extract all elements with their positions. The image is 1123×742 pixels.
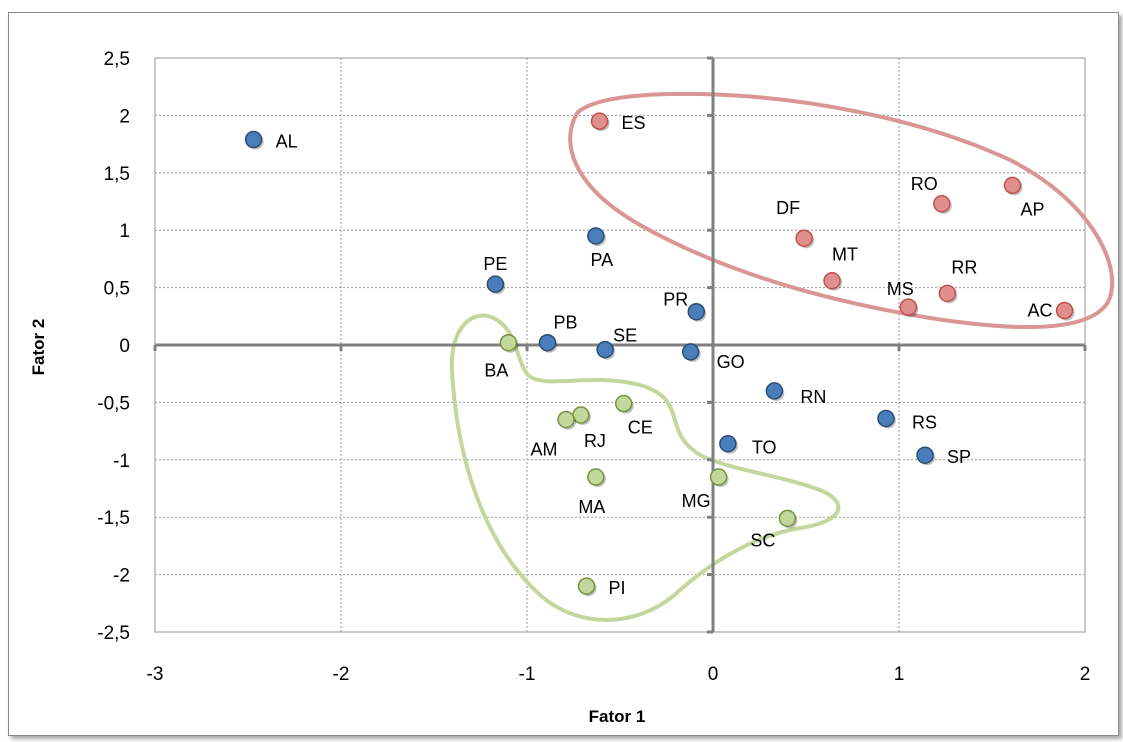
x-tick-label: 2 [1080,664,1091,685]
point-label-se: SE [613,326,637,346]
y-tick-label: 2 [119,106,130,127]
x-axis-title: Fator 1 [589,707,646,726]
point-label-rs: RS [912,412,937,432]
y-tick-label: -1 [113,451,130,472]
point-label-pb: PB [553,313,577,333]
red-cluster-outline [568,91,1115,330]
point-sc [778,509,797,528]
point-label-mt: MT [832,245,858,265]
x-tick-label: -3 [147,664,164,685]
point-ce [614,394,633,413]
y-tick-label: -2,5 [97,623,130,644]
point-rs [877,409,895,428]
point-go [681,343,700,361]
point-label-ma: MA [578,497,605,517]
x-tick-label: 0 [708,664,719,685]
point-label-sc: SC [750,530,775,550]
point-pa [587,227,605,245]
point-sp [916,446,934,464]
point-ap [1003,176,1022,195]
point-label-rn: RN [800,387,826,407]
green-cluster-outline [449,313,841,622]
y-tick-label: -1,5 [97,508,130,529]
point-label-sp: SP [947,447,971,467]
point-label-ce: CE [628,418,653,438]
y-tick-label: -2 [113,566,130,587]
point-label-rr: RR [951,257,977,277]
y-tick-label: 0,5 [104,279,130,300]
point-rn [765,382,784,400]
y-tick-label: 0 [119,336,130,357]
x-tick-label: 1 [894,664,905,685]
point-label-ms: MS [887,279,914,299]
point-df [795,229,813,247]
point-ac [1055,301,1074,320]
point-label-to: TO [752,438,777,458]
x-tick-label: -1 [519,664,536,685]
y-tick-label: 2,5 [104,49,130,70]
point-label-pa: PA [590,250,613,270]
tick-labels: -3 -2 -1 0 1 2 2,5 2 1,5 1 0,5 0 -0,5 -1 -1,5 -2 -2,5 [97,49,1090,685]
point-label-go: GO [717,352,745,372]
point-label-mg: MG [682,491,711,511]
point-mg [709,468,728,486]
point-label-rj: RJ [584,431,606,451]
point-label-al: AL [276,132,298,152]
point-ba [499,333,518,352]
point-ma [587,468,605,486]
data-points [244,112,1075,597]
point-mt [823,271,841,290]
point-al [244,130,263,149]
point-pe [486,275,505,293]
point-es [590,112,609,130]
point-label-es: ES [622,113,646,133]
point-label-pi: PI [609,578,626,598]
point-am [557,410,575,429]
point-pi [577,577,596,595]
point-se [596,340,614,359]
point-label-pe: PE [483,254,507,274]
point-label-ac: AC [1028,301,1053,321]
point-label-df: DF [776,198,800,218]
point-pb [538,333,557,352]
point-ro [933,195,951,213]
point-pr [687,302,706,321]
axes [153,56,1087,634]
y-axis-title: Fator 2 [29,319,48,376]
y-tick-label: 1 [119,221,130,242]
point-rr [938,284,957,303]
y-tick-label: -0,5 [97,393,130,414]
point-label-am: AM [531,440,558,460]
x-tick-label: -2 [333,664,350,685]
point-to [719,434,737,453]
point-label-ap: AP [1020,199,1044,219]
y-tick-label: 1,5 [104,164,130,185]
point-label-ba: BA [484,361,508,381]
point-label-pr: PR [663,290,688,310]
point-ms [899,298,918,316]
point-label-ro: RO [911,174,938,194]
data-labels: AL PE PA PB SE PR GO RN RS SP TO ES DF MT RO AP RR MS AC BA… [276,113,1053,598]
cluster-outlines [449,91,1115,622]
